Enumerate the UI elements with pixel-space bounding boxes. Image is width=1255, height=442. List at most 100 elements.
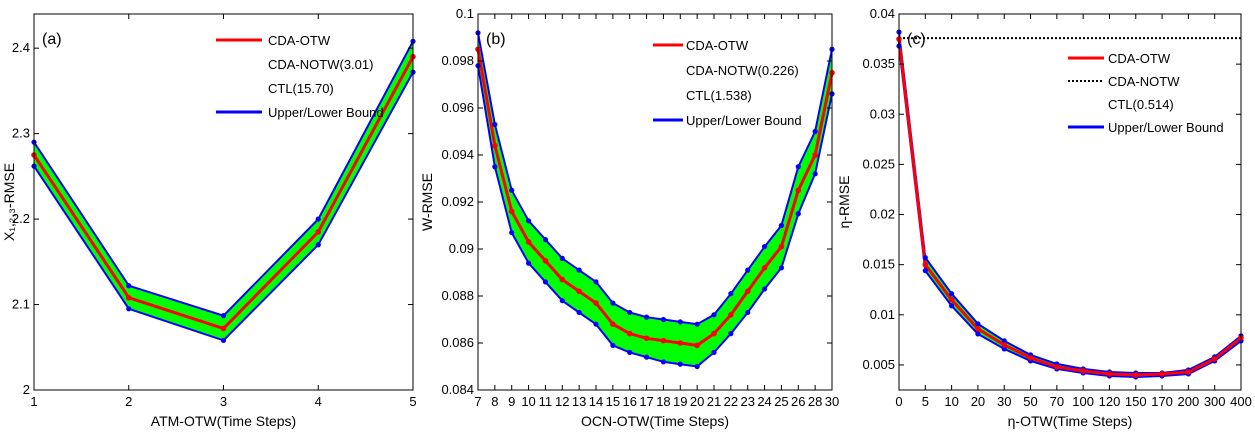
lower-bound-point: [711, 349, 717, 355]
y-tick-label: 0.03: [870, 106, 895, 121]
cda-otw-point: [315, 229, 322, 235]
x-tick-label: 26: [791, 394, 805, 409]
x-tick-label: 10: [944, 394, 958, 409]
x-tick-label: 9: [508, 394, 515, 409]
x-axis-label: OCN-OTW(Time Steps): [581, 413, 729, 429]
y-axis-label: X₁,₂,₃-RMSE: [1, 163, 17, 241]
x-tick-label: 3: [220, 394, 227, 409]
x-tick-label: 100: [1072, 394, 1094, 409]
lower-bound-point: [315, 242, 321, 248]
x-tick-label: 170: [1151, 394, 1173, 409]
x-tick-label: 10: [521, 394, 535, 409]
upper-bound-point: [627, 309, 633, 316]
bound-band: [34, 41, 413, 341]
y-tick-label: 0.1: [456, 6, 474, 21]
y-tick-label: 0.02: [870, 207, 895, 222]
lower-bound-point: [728, 331, 734, 337]
x-tick-label: 16: [622, 394, 636, 409]
legend-label: CTL(0.514): [1108, 97, 1174, 112]
plot-area: [899, 14, 1241, 390]
upper-bound-point: [643, 314, 650, 320]
y-axis-label: W-RMSE: [419, 173, 435, 231]
y-tick-label: 0.084: [441, 382, 474, 397]
x-tick-label: 30: [997, 394, 1011, 409]
lower-bound-point: [949, 303, 955, 309]
y-tick-label: 0.005: [862, 357, 895, 372]
cda-otw-point: [1106, 371, 1113, 377]
cda-otw-point: [492, 142, 498, 149]
legend-label: CDA-NOTW(0.226): [686, 63, 799, 78]
lower-bound-point: [761, 286, 768, 292]
legend-label: CTL(1.538): [686, 88, 752, 103]
upper-bound-point: [728, 291, 734, 297]
panel-label: (c): [907, 31, 926, 48]
lower-bound-point: [1001, 346, 1007, 352]
upper-bound-line: [898, 31, 1242, 374]
x-tick-label: 12: [555, 394, 569, 409]
cda-otw-point: [795, 187, 802, 194]
cda-otw-point: [761, 265, 768, 271]
x-tick-label: 24: [757, 394, 771, 409]
x-tick-label: 28: [808, 394, 822, 409]
cda-otw-point: [593, 300, 599, 306]
x-tick-label: 17: [639, 394, 653, 409]
upper-bound-point: [949, 291, 955, 297]
x-tick-label: 120: [1099, 394, 1121, 409]
x-tick-label: 70: [1050, 394, 1064, 409]
legend-label: Upper/Lower Bound: [686, 113, 802, 128]
lower-bound-point: [627, 349, 633, 355]
upper-bound-point: [795, 164, 801, 170]
x-tick-label: 8: [491, 394, 498, 409]
y-tick-label: 0.092: [441, 194, 474, 209]
cda-otw-point: [576, 288, 582, 295]
upper-bound-point: [492, 121, 498, 128]
lower-bound-point: [126, 306, 132, 312]
cda-otw-point: [677, 340, 684, 346]
upper-bound-point: [812, 128, 818, 135]
cda-otw-point: [125, 294, 132, 301]
cda-otw-line: [897, 38, 1242, 377]
lower-bound-point: [778, 265, 785, 271]
panel-b: 7 8 9 10 11 12 13 14 15 16 17 18 19 20 21 22 23 24 25 26 28 3…: [419, 6, 839, 429]
y-tick-label: 0.088: [441, 288, 474, 303]
legend-label: Upper/Lower Bound: [268, 105, 384, 120]
y-tick-label: 0.035: [862, 56, 895, 71]
upper-bound-line: [477, 32, 833, 326]
cda-otw-point: [1185, 369, 1192, 375]
lower-bound-point: [795, 211, 801, 217]
x-tick-label: 13: [572, 394, 586, 409]
upper-bound-point: [576, 267, 582, 273]
x-tick-label: 2: [125, 394, 132, 409]
upper-bound-point: [761, 244, 768, 250]
lower-bound-point: [643, 354, 650, 360]
upper-bound-point: [778, 222, 785, 229]
x-axis-label: η-OTW(Time Steps): [1008, 413, 1133, 429]
cda-otw-point: [728, 312, 734, 318]
upper-bound-point: [677, 319, 683, 325]
cda-otw-point: [744, 288, 751, 295]
legend-label: Upper/Lower Bound: [1108, 120, 1224, 135]
upper-bound-point: [711, 312, 717, 318]
lower-bound-point: [610, 342, 616, 348]
y-tick-label: 0.098: [441, 53, 474, 68]
lower-bound-line: [477, 65, 833, 368]
lower-bound-point: [660, 359, 667, 365]
lower-bound-point: [593, 321, 599, 327]
upper-bound-point: [745, 267, 751, 273]
cda-otw-point: [1080, 368, 1086, 374]
upper-bound-point: [975, 321, 981, 327]
cda-otw-line: [476, 49, 834, 347]
upper-bound-point: [660, 316, 667, 323]
lower-bound-point: [812, 171, 818, 177]
lower-bound-point: [576, 309, 582, 316]
legend-label: CDA-OTW: [268, 33, 331, 48]
cda-otw-point: [610, 321, 616, 328]
upper-bound-point: [525, 218, 532, 224]
x-tick-label: 5: [409, 394, 416, 409]
upper-bound-point: [542, 237, 549, 243]
panel-c: 0 5 10 20 30 50 70 100 120 150 170 200 300 400 0.005 0.…: [836, 6, 1252, 429]
upper-bound-point: [610, 300, 616, 306]
legend-label: CDA-OTW: [1108, 51, 1171, 66]
